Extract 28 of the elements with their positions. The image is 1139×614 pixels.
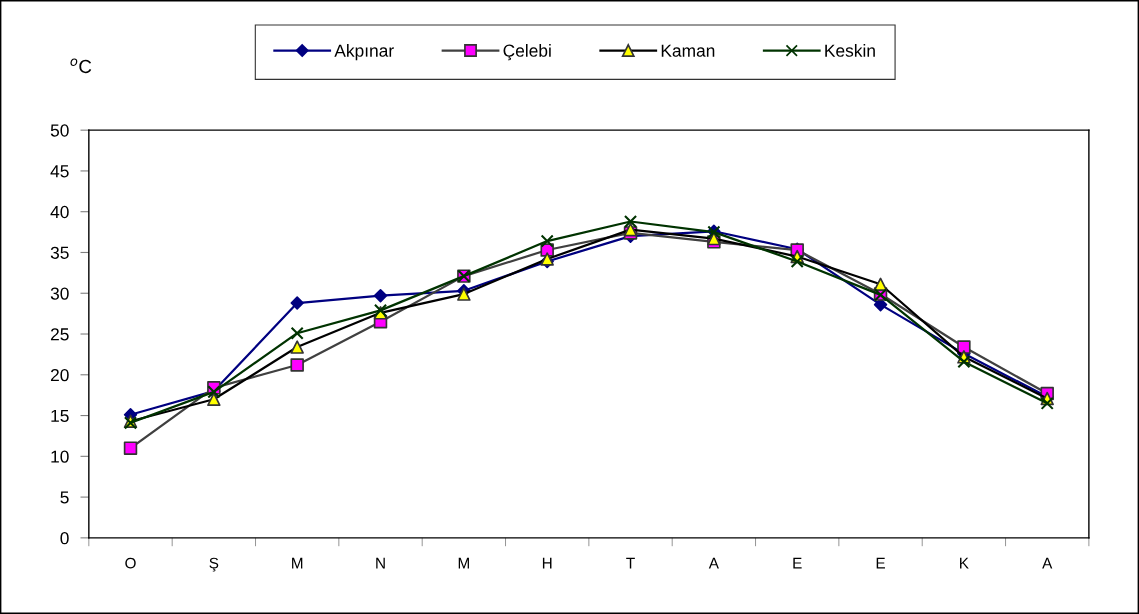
x-tick-label: E	[793, 557, 802, 569]
y-tick-label: 40	[50, 205, 69, 219]
legend-label: Kaman	[661, 44, 715, 57]
x-tick-label: A	[1042, 557, 1053, 569]
x-tick-label: E	[876, 557, 885, 569]
x-tick-label: M	[458, 557, 469, 569]
x-tick-label: A	[708, 557, 719, 569]
y-tick-label: 20	[50, 368, 69, 382]
x-tick-label: T	[626, 557, 635, 569]
y-tick-label: 30	[50, 287, 69, 300]
x-tick-label: Ş	[209, 557, 219, 572]
x-tick-label: H	[542, 557, 552, 569]
x-tick-label: K	[960, 557, 969, 569]
y-tick-label: 50	[50, 124, 69, 137]
y-tick-label: 45	[50, 165, 69, 178]
y-tick-label: 35	[50, 246, 69, 259]
x-tick-label: M	[292, 557, 303, 569]
y-axis-title: $^{o}$C	[70, 58, 92, 74]
legend-label: Çelebi	[503, 44, 551, 61]
x-tick-label: O	[125, 557, 136, 569]
y-tick-label: 0	[60, 532, 69, 545]
legend-label: Akpınar	[334, 44, 394, 61]
x-tick-label: N	[376, 557, 385, 569]
y-tick-label: 15	[51, 409, 69, 423]
y-tick-label: 10	[51, 450, 69, 463]
legend-label: Keskin	[825, 44, 875, 57]
y-tick-label: 25	[50, 328, 69, 341]
y-tick-label: 5	[60, 491, 69, 504]
